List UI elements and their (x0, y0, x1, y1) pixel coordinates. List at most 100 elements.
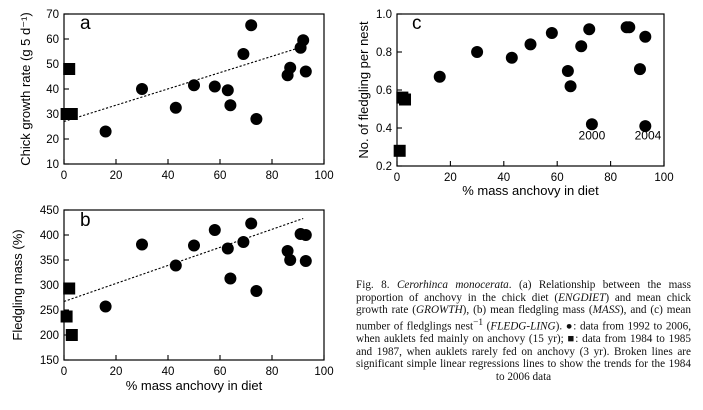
x-tick-label-b: 20 (110, 366, 123, 378)
x-tick-label-b: 80 (266, 366, 279, 378)
data-point-circle-b (221, 242, 234, 255)
plot-frame-b (63, 209, 325, 361)
caption-text-7: ). ●: data from 1992 to 2006, when aukle… (356, 320, 691, 383)
data-point-circle-c (564, 80, 577, 93)
data-point-circle-c (545, 27, 558, 39)
data-point-circle-b (136, 238, 148, 251)
x-tick-label-b: 60 (214, 366, 227, 378)
data-point-circle-c (623, 21, 636, 34)
x-tick-label-a: 100 (314, 170, 333, 182)
data-point-circle-a (169, 101, 182, 114)
data-point-square-a (63, 63, 76, 75)
y-tick-label-a: 60 (46, 34, 59, 46)
trend-line-b (63, 217, 304, 303)
data-point-square-b (65, 329, 78, 341)
caption-var-engdiet: ENGDIET (558, 291, 606, 304)
caption-text-2: . (a) Relationship between the mass prop… (356, 279, 691, 304)
caption-text-1: Fig. 8. (356, 279, 397, 291)
x-tick-label-b: 40 (162, 366, 175, 378)
data-point-square-a (65, 108, 78, 120)
x-tick-label-a: 20 (110, 170, 123, 182)
data-point-square-b (63, 282, 76, 295)
data-point-circle-a (208, 80, 221, 93)
data-point-circle-a (245, 19, 258, 32)
y-tick-label-a: 10 (46, 159, 59, 171)
y-tick-label-c: 0.2 (376, 161, 392, 173)
data-point-circle-b (299, 255, 312, 267)
x-axis-label-b: % mass anchovy in diet (126, 378, 263, 393)
x-tick-label-b: 100 (314, 366, 333, 378)
y-tick-label-a: 20 (46, 134, 59, 146)
y-tick-label-a: 70 (46, 9, 59, 21)
x-tick-label-b: 0 (61, 366, 67, 378)
data-point-circle-c (471, 46, 484, 58)
data-point-circle-b (237, 236, 250, 248)
plot-frame-c (396, 13, 665, 167)
x-tick-label-a: 0 (61, 170, 67, 182)
caption-text-4: ), (b) mean fledgling mass ( (462, 304, 593, 317)
data-point-circle-c (561, 65, 574, 77)
y-tick-label-b: 250 (40, 305, 59, 317)
annotation-c: 2000 (579, 129, 606, 143)
y-tick-label-c: 0.8 (376, 47, 392, 59)
y-tick-label-b: 450 (40, 205, 59, 217)
x-tick-label-c: 60 (551, 172, 564, 184)
data-point-circle-a (224, 99, 237, 112)
data-point-circle-c (585, 118, 598, 131)
caption-var-growth: GROWTH (416, 304, 463, 317)
y-tick-label-c: 0.6 (376, 85, 392, 97)
caption-text-3: ) and mean chick growth rate ( (356, 291, 692, 317)
y-axis-label-b: Fledgling mass (%) (10, 229, 25, 340)
data-point-circle-c (639, 30, 652, 43)
data-point-circle-a (297, 34, 310, 47)
data-point-square-c (393, 144, 406, 157)
data-point-square-b (60, 310, 73, 323)
data-point-circle-c (633, 63, 646, 76)
caption-var-mass: MASS (592, 304, 620, 317)
data-point-circle-c (639, 120, 652, 133)
x-axis-label-c: % mass anchovy in diet (462, 183, 599, 198)
data-point-circle-b (250, 285, 263, 297)
panel-letter-b: b (80, 210, 91, 231)
y-axis-label-a: Chick growth rate (g 5 d⁻¹) (18, 12, 33, 166)
y-tick-label-a: 50 (46, 59, 59, 71)
data-point-circle-a (188, 79, 200, 92)
data-point-circle-a (299, 65, 312, 78)
caption-species: Cerorhinca monocerata (396, 279, 509, 291)
caption-superscript: −1 (473, 317, 483, 328)
annotation-c: 2004 (635, 129, 662, 143)
data-point-circle-c (575, 40, 588, 53)
data-point-circle-a (99, 125, 112, 138)
data-point-circle-a (136, 83, 148, 95)
x-tick-label-a: 40 (162, 170, 175, 182)
x-tick-label-c: 80 (604, 172, 617, 184)
x-tick-label-c: 20 (444, 172, 457, 184)
caption-text-5: ), and (c) mean number of fledglings nes… (356, 304, 691, 333)
y-tick-label-c: 1.0 (376, 9, 392, 21)
data-point-circle-c (583, 23, 596, 36)
data-point-circle-c (524, 38, 537, 51)
data-point-circle-b (169, 259, 182, 272)
data-point-circle-b (299, 229, 312, 241)
caption-var-fledgling: FLEDG-LING (490, 320, 556, 333)
data-point-circle-b (284, 254, 297, 266)
trend-line-a (63, 45, 304, 123)
y-axis-label-c: No. of fledgling per nest (356, 21, 371, 159)
panel-letter-a: a (80, 13, 91, 34)
data-point-circle-a (221, 84, 234, 97)
panel-letter-c: c (412, 13, 422, 34)
data-point-square-c (399, 93, 412, 106)
data-point-circle-b (245, 217, 258, 230)
data-point-circle-b (188, 239, 200, 252)
data-point-circle-b (281, 245, 294, 257)
x-tick-label-a: 80 (266, 170, 279, 182)
data-point-circle-a (237, 48, 250, 60)
y-tick-label-a: 40 (46, 84, 59, 96)
data-point-circle-b (99, 300, 112, 313)
x-tick-label-c: 40 (497, 172, 510, 184)
caption-text-6: ( (483, 320, 491, 333)
figure-caption: Fig. 8. Cerorhinca monocerata. (a) Relat… (356, 279, 691, 383)
y-tick-label-a: 30 (46, 109, 59, 121)
y-tick-label-b: 300 (40, 280, 59, 292)
x-tick-label-c: 100 (654, 172, 673, 184)
